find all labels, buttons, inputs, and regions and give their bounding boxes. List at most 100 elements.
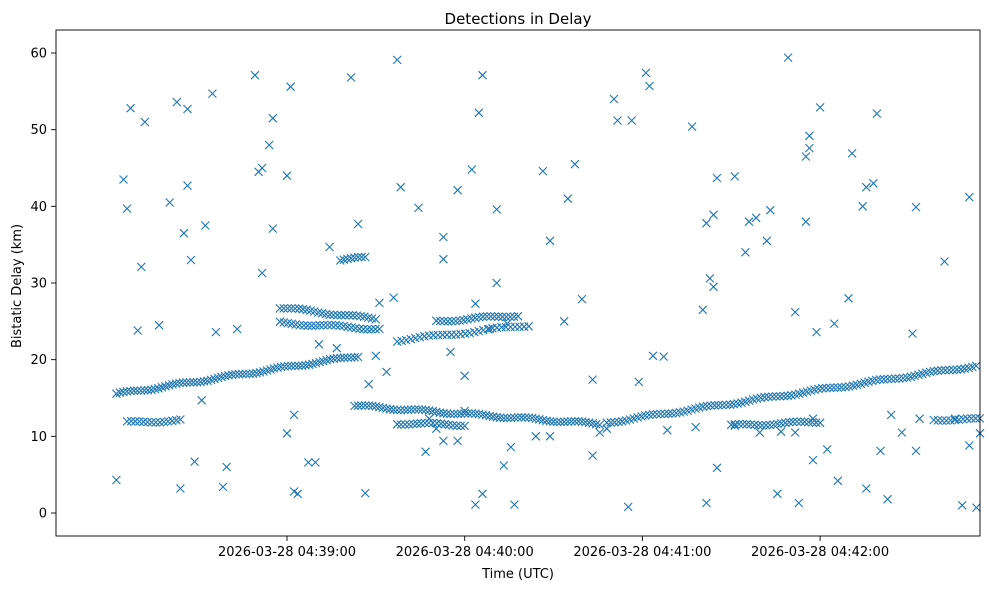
data-point-marker <box>199 377 209 386</box>
data-point-marker <box>499 461 509 470</box>
data-point-marker <box>549 417 558 427</box>
data-point-marker <box>709 282 718 292</box>
data-point-marker <box>269 364 279 373</box>
data-point-marker <box>812 327 821 337</box>
data-point-marker <box>286 82 295 92</box>
data-point-marker <box>126 103 135 113</box>
data-point-marker <box>542 416 551 426</box>
data-point-marker <box>367 324 376 334</box>
data-point-marker <box>396 405 406 415</box>
data-point-marker <box>721 400 731 410</box>
data-point-marker <box>133 326 143 335</box>
data-point-marker <box>761 420 771 430</box>
data-point-marker <box>609 94 619 104</box>
data-point-marker <box>952 365 962 375</box>
data-point-marker <box>283 304 292 313</box>
data-point-marker <box>671 408 681 418</box>
data-point-marker <box>364 401 374 410</box>
data-point-marker <box>552 417 562 427</box>
data-point-marker <box>136 262 146 272</box>
y-tick-label: 20 <box>30 353 47 368</box>
data-point-marker <box>771 392 781 401</box>
data-point-marker <box>788 417 798 427</box>
data-point-marker <box>833 476 843 486</box>
data-point-marker <box>290 361 300 371</box>
data-point-marker <box>710 400 719 410</box>
data-point-marker <box>861 484 871 493</box>
data-point-marker <box>122 204 132 213</box>
data-point-marker <box>346 73 356 82</box>
data-point-marker <box>811 418 821 428</box>
data-point-marker <box>348 310 358 320</box>
data-point-marker <box>886 410 896 420</box>
data-point-marker <box>208 89 217 98</box>
data-point-marker <box>967 414 976 423</box>
data-point-marker <box>333 310 342 320</box>
data-point-marker <box>897 428 907 437</box>
data-point-marker <box>485 411 494 421</box>
data-point-marker <box>439 316 449 326</box>
data-point-marker <box>245 369 254 379</box>
data-point-marker <box>773 419 782 429</box>
data-point-marker <box>353 352 363 362</box>
data-point-marker <box>408 419 418 429</box>
data-point-marker <box>392 419 402 429</box>
data-point-marker <box>883 374 893 384</box>
data-point-marker <box>641 68 651 78</box>
data-point-marker <box>510 322 520 332</box>
data-point-marker <box>250 70 260 80</box>
data-point-marker <box>424 406 434 415</box>
data-point-marker <box>183 181 192 190</box>
data-point-marker <box>566 417 576 426</box>
data-point-marker <box>467 409 477 418</box>
data-point-marker <box>147 385 156 395</box>
data-point-marker <box>294 304 304 314</box>
data-point-marker <box>478 312 488 322</box>
data-point-marker <box>574 416 583 426</box>
data-point-marker <box>183 104 192 114</box>
data-point-marker <box>344 310 354 320</box>
data-point-marker <box>808 455 818 465</box>
data-point-marker <box>410 405 420 414</box>
data-point-marker <box>206 375 216 385</box>
data-point-marker <box>252 368 261 378</box>
data-point-marker <box>336 310 346 320</box>
data-point-marker <box>471 409 480 418</box>
data-point-marker <box>950 414 960 424</box>
data-point-marker <box>231 370 240 379</box>
data-point-marker <box>331 320 340 330</box>
data-point-marker <box>767 392 777 401</box>
data-point-marker <box>829 319 839 328</box>
data-point-marker <box>220 371 230 381</box>
data-point-marker <box>744 217 754 227</box>
data-point-marker <box>400 420 410 429</box>
data-point-marker <box>293 489 303 499</box>
data-point-marker <box>282 171 292 181</box>
data-point-marker <box>510 500 519 509</box>
data-point-marker <box>478 489 487 499</box>
data-point-marker <box>200 221 210 230</box>
data-point-marker <box>825 383 835 393</box>
data-point-marker <box>435 408 445 418</box>
data-point-marker <box>940 257 949 266</box>
data-point-marker <box>446 347 455 357</box>
data-point-marker <box>323 320 333 330</box>
data-point-marker <box>563 194 573 204</box>
data-point-marker <box>726 420 736 430</box>
data-point-marker <box>440 419 450 429</box>
data-point-marker <box>143 417 152 427</box>
y-tick-label: 0 <box>39 507 47 522</box>
data-point-marker <box>783 391 793 401</box>
data-point-marker <box>534 414 544 424</box>
data-point-marker <box>656 409 666 419</box>
data-point-marker <box>431 424 441 434</box>
data-point-marker <box>584 418 594 428</box>
data-point-marker <box>588 451 597 460</box>
data-point-marker <box>570 416 580 426</box>
data-point-marker <box>958 414 968 424</box>
data-point-marker <box>545 417 555 426</box>
data-point-marker <box>371 315 381 324</box>
data-point-marker <box>595 428 605 437</box>
data-point-marker <box>289 410 299 420</box>
